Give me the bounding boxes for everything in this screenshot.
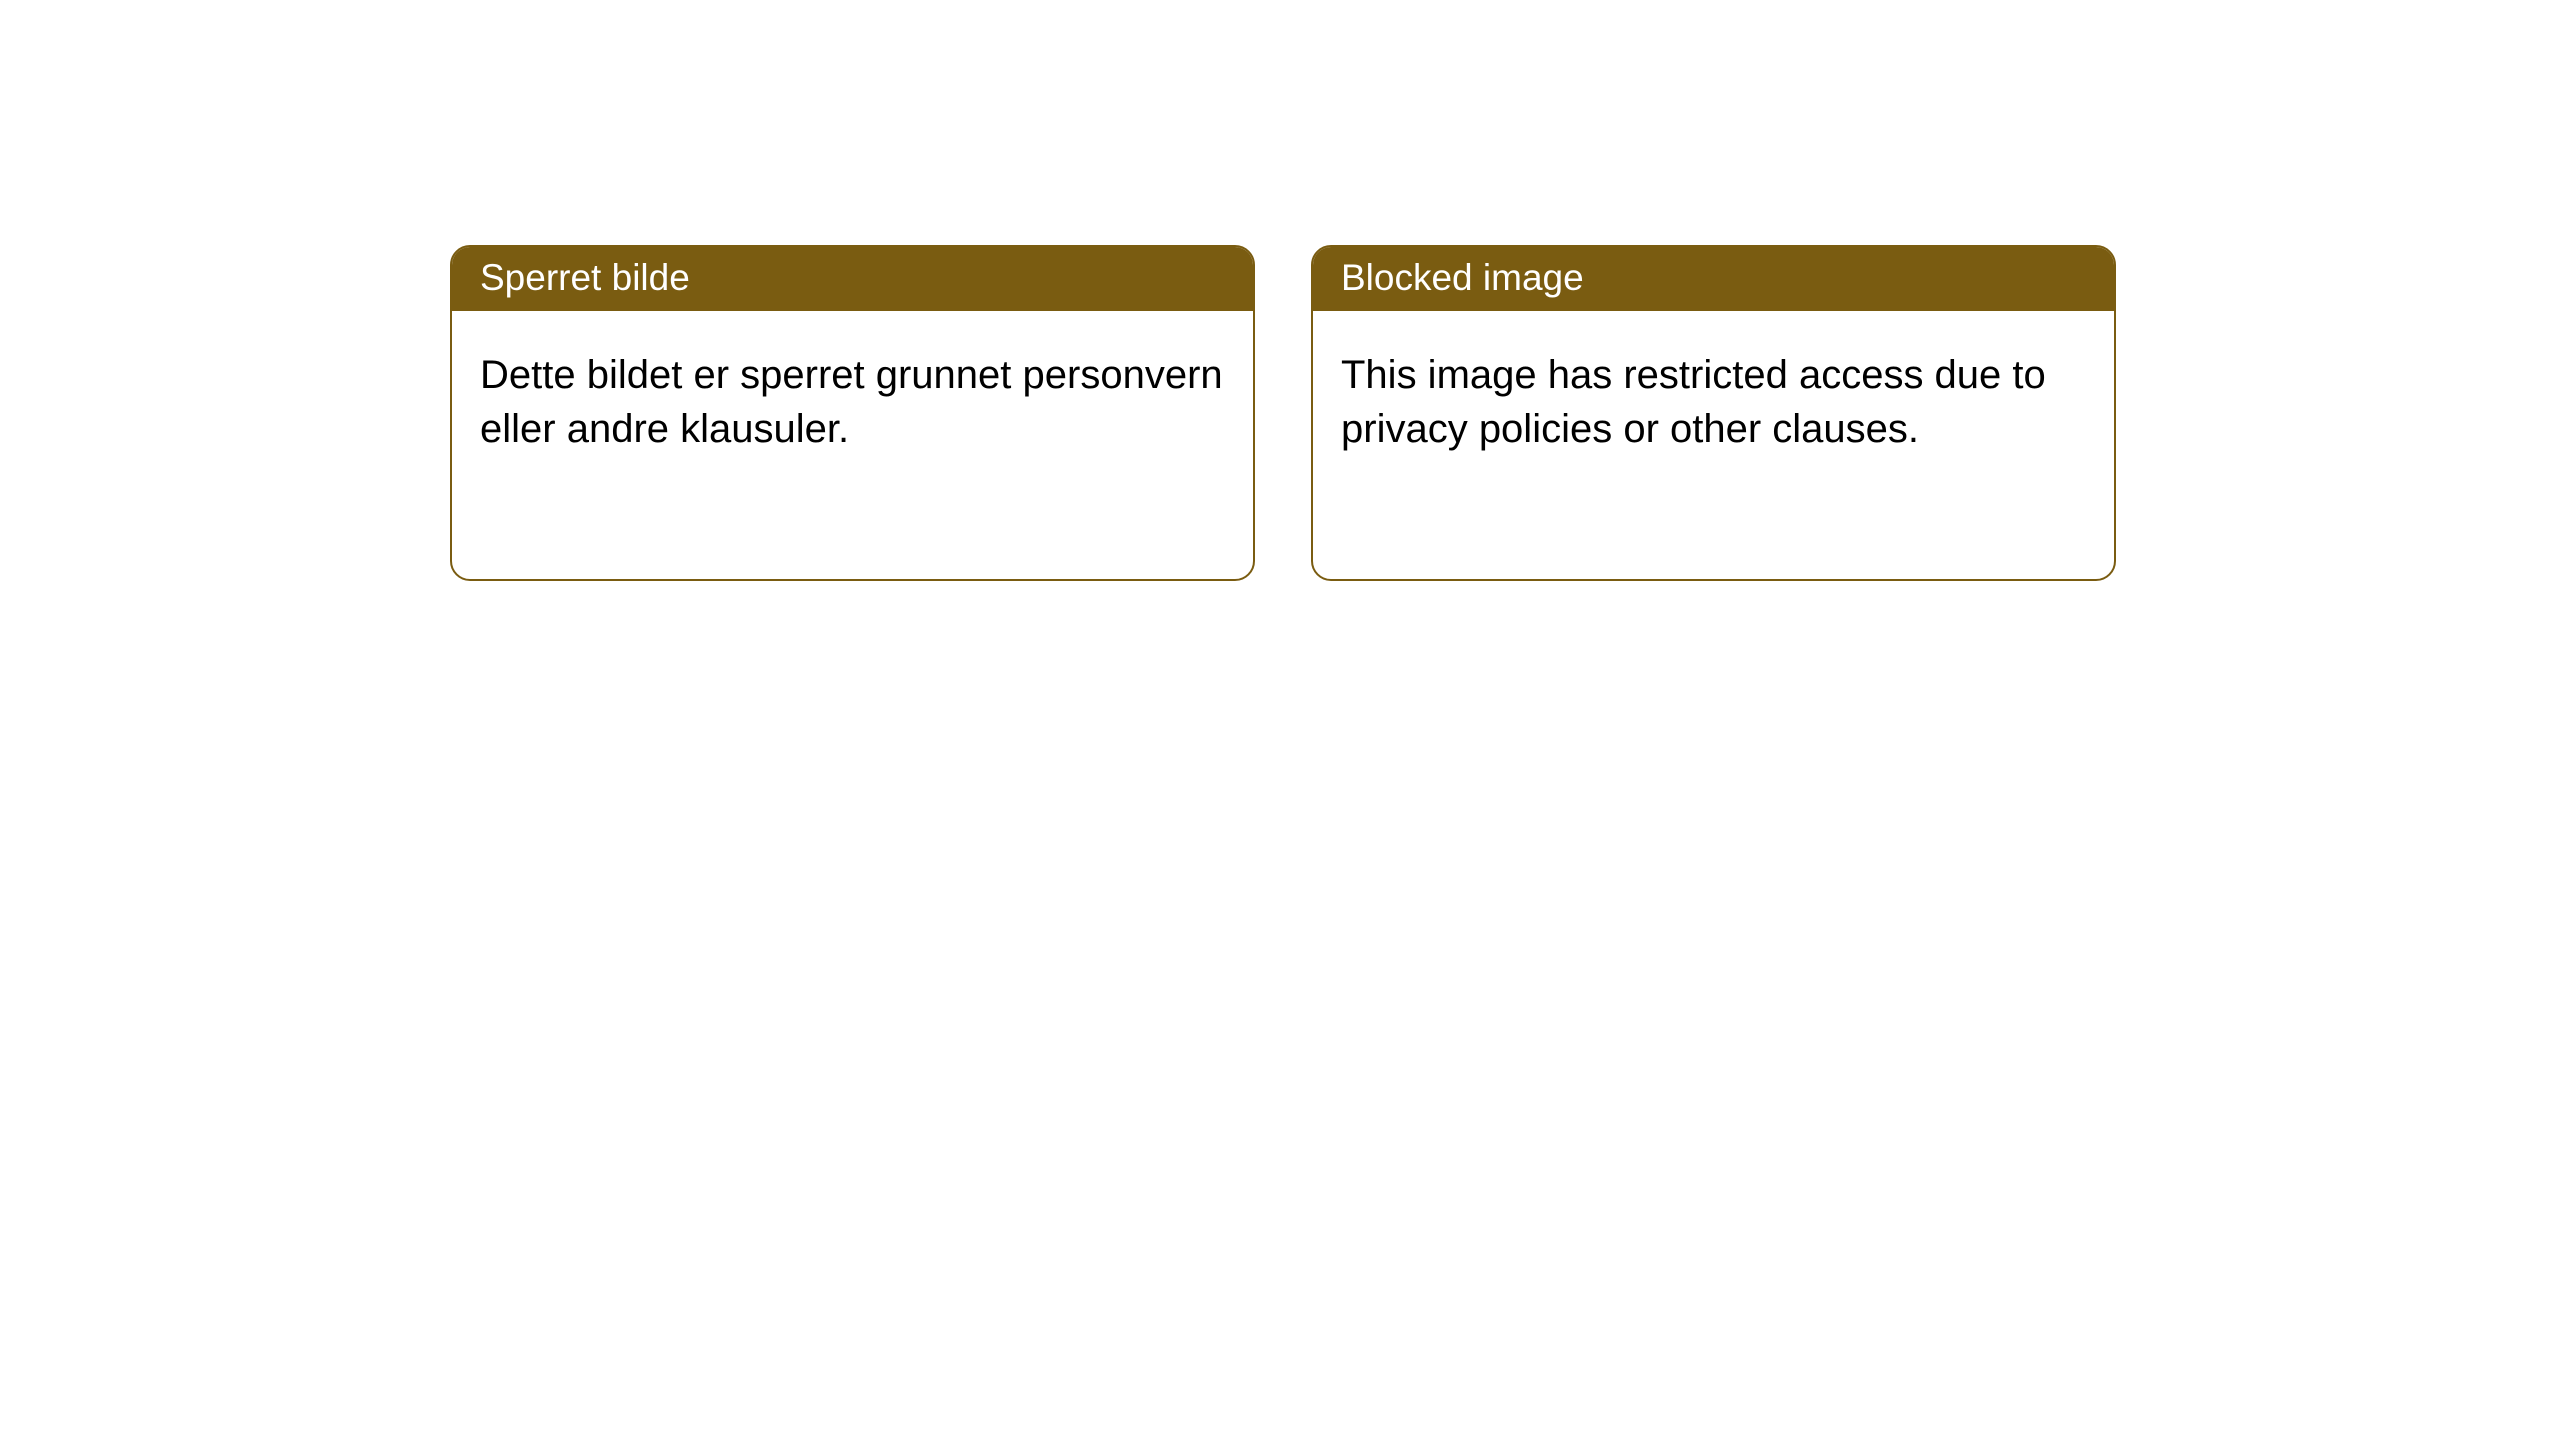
notice-header: Sperret bilde [452, 247, 1253, 311]
notice-body: Dette bildet er sperret grunnet personve… [452, 311, 1253, 484]
notice-body: This image has restricted access due to … [1313, 311, 2114, 484]
notice-card-english: Blocked image This image has restricted … [1311, 245, 2116, 581]
notice-header: Blocked image [1313, 247, 2114, 311]
notice-container: Sperret bilde Dette bildet er sperret gr… [0, 0, 2560, 581]
notice-card-norwegian: Sperret bilde Dette bildet er sperret gr… [450, 245, 1255, 581]
